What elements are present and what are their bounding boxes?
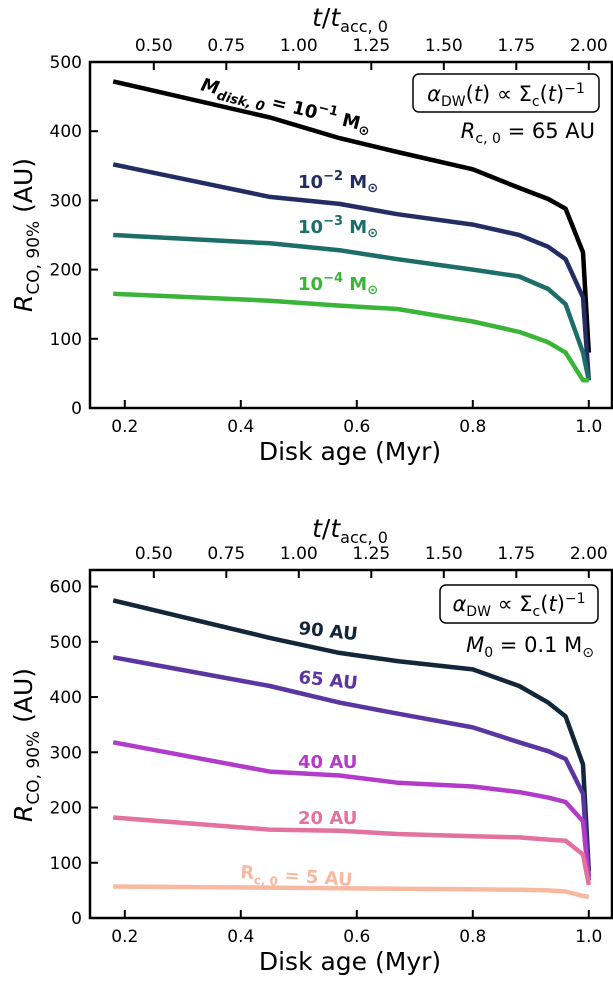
y-tick-label: 0 xyxy=(71,399,82,419)
y-tick-label: 0 xyxy=(71,909,82,929)
label-mdisk-1e-2: 10−2 M⊙ xyxy=(298,169,378,196)
top-tick-label: 1.75 xyxy=(497,36,535,56)
top-tick-label: 0.50 xyxy=(135,544,173,564)
x-tick-label: 0.2 xyxy=(111,927,138,947)
y-tick-label: 400 xyxy=(50,688,82,708)
top-tick-label: 1.25 xyxy=(352,36,390,56)
top-tick-label: 0.75 xyxy=(207,36,245,56)
series-line-1 xyxy=(112,79,592,353)
x-axis-label: Disk age (Myr) xyxy=(259,437,441,466)
label-rc-65: 65 AU xyxy=(297,667,358,694)
series-lines xyxy=(112,79,592,383)
top-tick-label: 0.75 xyxy=(207,544,245,564)
label-mdisk-1e-1: Mdisk, 0 = 10−1 M⊙ xyxy=(198,72,374,141)
y-tick-label: 300 xyxy=(50,743,82,763)
x-tick-label: 0.4 xyxy=(227,927,254,947)
x-axis-label-2: Disk age (Myr) xyxy=(259,947,441,976)
top-tick-label: 1.25 xyxy=(352,544,390,564)
x-tick-label: 1.0 xyxy=(575,417,602,437)
x-tick-label: 0.4 xyxy=(227,417,254,437)
x-tick-label: 0.8 xyxy=(459,417,486,437)
x-tick-label: 1.0 xyxy=(575,927,602,947)
series-line-5 xyxy=(113,884,590,900)
series-lines-2 xyxy=(112,598,592,900)
top-tick-label: 1.00 xyxy=(280,36,318,56)
y-tick-label: 200 xyxy=(50,261,82,281)
top-ticks: 0.50 0.75 1.00 1.25 1.50 1.75 2.00 xyxy=(135,36,608,70)
label-mdisk-1e-4: 10−4 M⊙ xyxy=(298,271,378,298)
top-axis-label: t/tacc, 0 xyxy=(312,3,388,36)
x-ticks-2: 0.2 0.4 0.6 0.8 1.0 xyxy=(111,910,602,947)
top-tick-label: 1.00 xyxy=(280,544,318,564)
x-tick-label: 0.2 xyxy=(111,417,138,437)
series-line-2 xyxy=(112,655,592,877)
annotation-box xyxy=(412,73,600,113)
series-line-3 xyxy=(113,232,592,381)
y-tick-label: 100 xyxy=(50,330,82,350)
top-tick-label: 2.00 xyxy=(570,36,608,56)
series-line-4 xyxy=(113,291,589,383)
label-rc-5: Rc, 0 = 5 AU xyxy=(239,862,353,894)
annotation-alpha: αDW(t) ∝ Σc(t)−1 xyxy=(427,81,585,110)
top-tick-label: 1.50 xyxy=(425,544,463,564)
top-ticks-2: 0.50 0.75 1.00 1.25 1.50 1.75 2.00 xyxy=(135,544,608,578)
panel-top: t/tacc, 0 0 100 200 300 400 500 0.2 0.4 0.6 0.8 1… xyxy=(9,3,613,466)
y-tick-label: 500 xyxy=(50,633,82,653)
axes-frame xyxy=(88,60,613,410)
annotation-box-2 xyxy=(439,584,599,624)
y-tick-label: 400 xyxy=(50,122,82,142)
y-ticks-2: 0 100 200 300 400 500 600 xyxy=(50,578,98,929)
annotation-rc0: Rc, 0 = 65 AU xyxy=(461,119,595,147)
x-tick-label: 0.6 xyxy=(343,927,370,947)
top-axis-label-2: t/tacc, 0 xyxy=(312,514,388,547)
y-ticks: 0 100 200 300 400 500 xyxy=(50,53,98,419)
y-tick-label: 500 xyxy=(50,53,82,73)
label-rc-40: 40 AU xyxy=(298,752,357,773)
x-tick-label: 0.6 xyxy=(343,417,370,437)
annotation-alpha-2: αDW ∝ Σc(t)−1 xyxy=(452,591,585,620)
x-tick-label: 0.8 xyxy=(459,927,486,947)
label-rc-90: 90 AU xyxy=(297,618,358,645)
label-rc-20: 20 AU xyxy=(298,808,357,829)
y-tick-label: 300 xyxy=(50,191,82,211)
plot-area: 0 100 200 300 400 500 0.2 0.4 0.6 0.8 1.0 0.50 0.7… xyxy=(50,36,613,437)
label-mdisk-1e-3: 10−3 M⊙ xyxy=(298,214,378,241)
top-tick-label: 2.00 xyxy=(570,544,608,564)
series-line-3 xyxy=(112,740,592,881)
axes-frame-2 xyxy=(88,568,613,920)
series-line-2 xyxy=(112,162,592,381)
y-axis-label: RCO, 90% (AU) xyxy=(9,158,44,312)
x-ticks: 0.2 0.4 0.6 0.8 1.0 xyxy=(111,400,602,437)
top-tick-label: 1.50 xyxy=(425,36,463,56)
plot-area-2: 0 100 200 300 400 500 600 0.2 0.4 0.6 0.8 1.0 0.50… xyxy=(50,544,613,947)
y-axis-label-2: RCO, 90% (AU) xyxy=(9,668,44,822)
y-tick-label: 200 xyxy=(50,799,82,819)
annotation-m0: M0 = 0.1 M⊙ xyxy=(466,633,594,661)
series-line-4 xyxy=(113,815,592,886)
top-tick-label: 1.75 xyxy=(497,544,535,564)
y-tick-label: 600 xyxy=(50,578,82,598)
series-line-1 xyxy=(112,598,592,872)
top-tick-label: 0.50 xyxy=(135,36,173,56)
y-tick-label: 100 xyxy=(50,854,82,874)
